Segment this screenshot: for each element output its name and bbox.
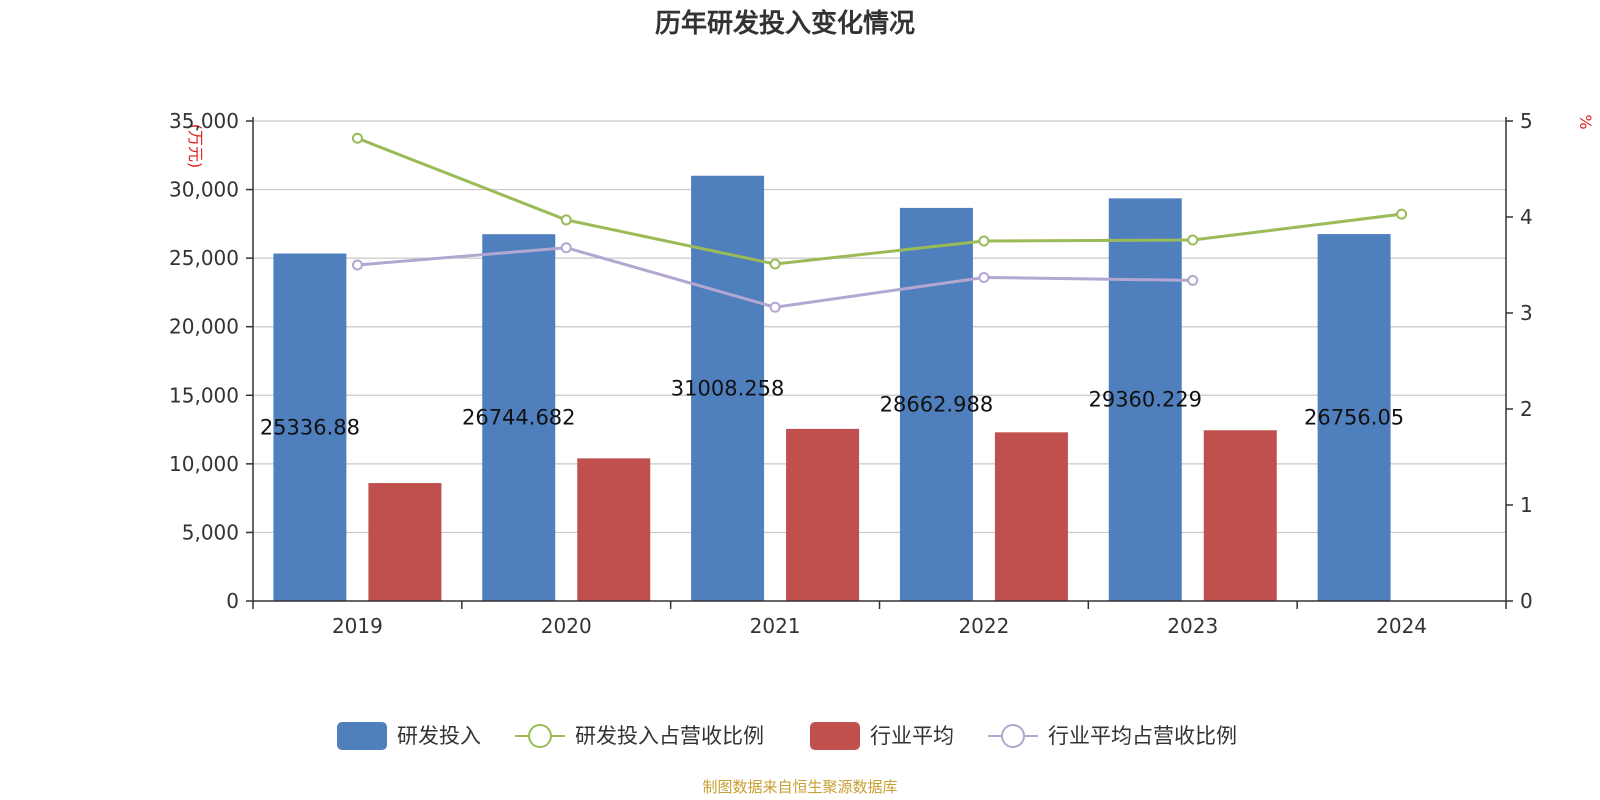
bar-rd-investment[interactable] bbox=[899, 207, 973, 601]
bar-rd-investment[interactable] bbox=[273, 253, 347, 602]
right-axis-ticks: 0 1 2 3 4 5 bbox=[1506, 109, 1533, 613]
legend-item-industry-avg[interactable]: 行业平均 bbox=[810, 722, 954, 750]
bar-industry-average[interactable] bbox=[1203, 430, 1277, 601]
point-industry-ratio[interactable] bbox=[1187, 274, 1199, 286]
x-axis-ticks: 2019 2020 2021 2022 2023 2024 bbox=[252, 601, 1507, 638]
point-rd-ratio[interactable] bbox=[1396, 208, 1408, 220]
bar-data-label: 29360.229 bbox=[1088, 388, 1202, 412]
left-tick-label: 10,000 bbox=[169, 452, 239, 476]
bar-data-label: 26744.682 bbox=[462, 406, 576, 430]
x-tick-label: 2020 bbox=[541, 614, 592, 638]
point-rd-ratio[interactable] bbox=[769, 258, 781, 270]
line-rd-ratio bbox=[356, 136, 1402, 266]
left-axis-unit: (万元) bbox=[186, 124, 205, 169]
left-tick-label: 25,000 bbox=[169, 246, 239, 270]
right-tick-label: 3 bbox=[1520, 301, 1533, 325]
left-tick-label: 30,000 bbox=[169, 178, 239, 202]
left-tick-label: 15,000 bbox=[169, 383, 239, 407]
legend-label-industry-ratio: 行业平均占营收比例 bbox=[1048, 724, 1237, 748]
right-tick-label: 4 bbox=[1520, 205, 1533, 229]
bar-industry-average[interactable] bbox=[368, 483, 442, 601]
point-rd-ratio[interactable] bbox=[351, 132, 363, 144]
bar-data-label: 31008.258 bbox=[671, 376, 785, 400]
legend: 研发投入 研发投入占营收比例 行业平均 行业平均占营收比例 bbox=[337, 722, 1237, 750]
left-tick-label: 20,000 bbox=[169, 315, 239, 339]
legend-label-rd-investment: 研发投入 bbox=[397, 724, 481, 748]
legend-swatch-industry-avg bbox=[810, 722, 860, 750]
legend-label-rd-ratio: 研发投入占营收比例 bbox=[575, 724, 764, 748]
x-tick-label: 2022 bbox=[958, 614, 1009, 638]
point-industry-ratio[interactable] bbox=[769, 301, 781, 313]
left-tick-label: 35,000 bbox=[169, 109, 239, 133]
legend-item-rd-investment[interactable]: 研发投入 bbox=[337, 722, 481, 750]
legend-item-rd-ratio[interactable]: 研发投入占营收比例 bbox=[515, 724, 764, 748]
x-tick-label: 2021 bbox=[750, 614, 801, 638]
point-rd-ratio[interactable] bbox=[978, 235, 990, 247]
x-tick-label: 2024 bbox=[1376, 614, 1427, 638]
point-industry-ratio[interactable] bbox=[560, 242, 572, 254]
right-tick-label: 1 bbox=[1520, 493, 1533, 517]
data-labels: 25336.88 26744.682 31008.258 28662.988 29360… bbox=[260, 376, 1404, 439]
legend-item-industry-ratio[interactable]: 行业平均占营收比例 bbox=[988, 724, 1237, 748]
point-rd-ratio[interactable] bbox=[1187, 234, 1199, 246]
grid-lines bbox=[253, 120, 1506, 534]
left-axis-ticks: 0 5,000 10,000 15,000 20,000 25,000 30,000 35,0… bbox=[169, 109, 253, 613]
point-rd-ratio[interactable] bbox=[560, 214, 572, 226]
x-tick-label: 2019 bbox=[332, 614, 383, 638]
bar-data-label: 25336.88 bbox=[260, 415, 360, 439]
legend-label-industry-avg: 行业平均 bbox=[870, 724, 954, 748]
legend-swatch-rd-investment bbox=[337, 722, 387, 750]
right-tick-label: 0 bbox=[1520, 589, 1533, 613]
point-industry-ratio[interactable] bbox=[978, 271, 990, 283]
bar-industry-average[interactable] bbox=[577, 458, 651, 601]
bar-industry-average[interactable] bbox=[786, 428, 860, 601]
bar-rd-investment[interactable] bbox=[691, 175, 765, 601]
bars bbox=[273, 175, 1391, 602]
bar-industry-average[interactable] bbox=[994, 432, 1068, 601]
right-tick-label: 2 bbox=[1520, 397, 1533, 421]
bar-rd-investment[interactable] bbox=[1108, 198, 1182, 601]
bar-rd-investment[interactable] bbox=[1317, 234, 1391, 602]
left-tick-label: 5,000 bbox=[182, 520, 239, 544]
legend-swatch-rd-ratio-marker bbox=[528, 724, 552, 748]
right-tick-label: 5 bbox=[1520, 109, 1533, 133]
bar-data-label: 26756.05 bbox=[1304, 406, 1404, 430]
left-tick-label: 0 bbox=[226, 589, 239, 613]
right-axis-unit: % bbox=[1576, 114, 1595, 129]
point-industry-ratio[interactable] bbox=[351, 259, 363, 271]
chart-title: 历年研发投入变化情况 bbox=[655, 8, 915, 39]
bar-rd-investment[interactable] bbox=[482, 234, 556, 601]
bar-data-label: 28662.988 bbox=[880, 392, 994, 416]
legend-swatch-industry-ratio-marker bbox=[1001, 724, 1025, 748]
x-tick-label: 2023 bbox=[1167, 614, 1218, 638]
source-note: 制图数据来自恒生聚源数据库 bbox=[702, 778, 897, 796]
lines bbox=[351, 132, 1408, 313]
